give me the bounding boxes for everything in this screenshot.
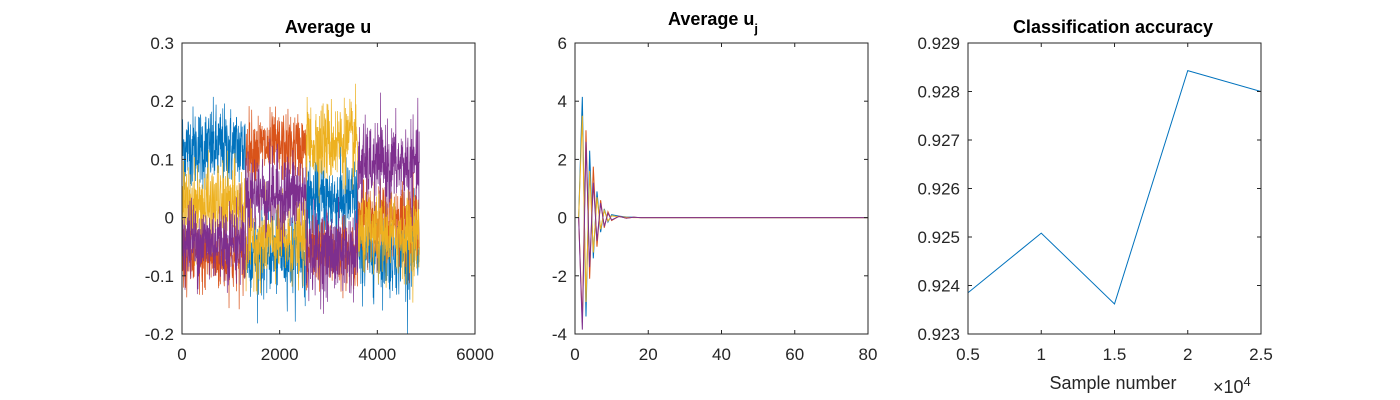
panel2-xtick-label: 40 bbox=[712, 345, 731, 364]
panel1-ytick-label: 0.3 bbox=[150, 34, 174, 53]
panel3-x-exponent-power: 4 bbox=[1244, 374, 1251, 389]
panel1-ytick-label: 0.2 bbox=[150, 92, 174, 111]
panel3-ytick-label: 0.923 bbox=[917, 325, 960, 344]
panel1-series-orange bbox=[182, 106, 420, 310]
panel3-title: Classification accuracy bbox=[1013, 17, 1213, 37]
panel1-title: Average u bbox=[285, 17, 371, 37]
panel1-xtick-label: 0 bbox=[177, 345, 186, 364]
panel1-ytick-label: -0.2 bbox=[145, 325, 174, 344]
panel2-title: Average uj bbox=[668, 9, 758, 36]
panel1-ytick-label: 0 bbox=[165, 209, 174, 228]
panel2-axes-box bbox=[574, 42, 869, 335]
panel2-ytick-label: 2 bbox=[558, 150, 567, 169]
panel3-ytick-label: 0.927 bbox=[917, 131, 960, 150]
panel2-xtick-label: 60 bbox=[785, 345, 804, 364]
panel1-series-purple bbox=[182, 92, 420, 314]
panel2-ytick-label: 6 bbox=[558, 34, 567, 53]
panel2-series-blue bbox=[578, 96, 868, 317]
panel3-ytick-label: 0.924 bbox=[917, 277, 960, 296]
panel3-xtick-label: 1.5 bbox=[1103, 345, 1127, 364]
panel2-xtick-label: 20 bbox=[639, 345, 658, 364]
panel2: 0 20 40 60 80 -4 -2 0 2 4 6 bbox=[552, 34, 878, 364]
panel2-ytick-label: -4 bbox=[552, 325, 567, 344]
panel3-xtick-label: 2.5 bbox=[1249, 345, 1273, 364]
panel1-axes-box bbox=[181, 42, 476, 335]
panel3: 0.5 1 1.5 2 2.5 0.923 0.924 0.925 0.926 0.927 0.92… bbox=[917, 34, 1272, 364]
panel2-xtick-label: 80 bbox=[859, 345, 878, 364]
panel2-ytick-label: 4 bbox=[558, 92, 567, 111]
panel3-xtick-label: 0.5 bbox=[956, 345, 980, 364]
panel1-series-yellow bbox=[182, 83, 420, 303]
plot-layer: 0 2000 4000 6000-0.2-0.100.10.20.30 20 40 60 80… bbox=[145, 34, 1273, 364]
panel2-ytick-label: -2 bbox=[552, 267, 567, 286]
panel3-ytick-label: 0.926 bbox=[917, 180, 960, 199]
panel3-series-group bbox=[968, 70, 1261, 305]
panel3-ytick-label: 0.925 bbox=[917, 228, 960, 247]
panel3-xlabel: Sample number bbox=[1049, 373, 1176, 393]
panel2-series-purple bbox=[578, 141, 868, 330]
panel1-xtick-label: 6000 bbox=[456, 345, 494, 364]
panel1-xtick-label: 2000 bbox=[261, 345, 299, 364]
panel3-ytick-label: 0.929 bbox=[917, 34, 960, 53]
panel3-ytick-label: 0.928 bbox=[917, 83, 960, 102]
panel2-series-orange bbox=[578, 130, 868, 323]
panel3-xtick-label: 2 bbox=[1183, 345, 1192, 364]
panel2-series-yellow bbox=[578, 115, 868, 303]
panel1-ytick-label: -0.1 bbox=[145, 267, 174, 286]
panel2-ytick-label: 0 bbox=[558, 209, 567, 228]
panel3-series-blue bbox=[968, 70, 1261, 305]
panel1: 0 2000 4000 6000 -0.2 -0.1 0 0.1 0.2 0.3 bbox=[145, 34, 494, 364]
panel3-axes-box bbox=[967, 42, 1262, 335]
panel3-xtick-label: 1 bbox=[1037, 345, 1046, 364]
panel1-xtick-label: 4000 bbox=[358, 345, 396, 364]
panel2-xtick-label: 0 bbox=[570, 345, 579, 364]
panel3-x-exponent: ×104 bbox=[1213, 374, 1251, 398]
panel1-ytick-label: 0.1 bbox=[150, 150, 174, 169]
panel2-title-main: Average u bbox=[668, 9, 754, 29]
panel2-series-group bbox=[578, 96, 868, 330]
panel3-x-exponent-base: ×10 bbox=[1213, 377, 1244, 397]
panel2-title-subscript: j bbox=[753, 21, 758, 36]
panel1-series-group bbox=[182, 83, 420, 334]
